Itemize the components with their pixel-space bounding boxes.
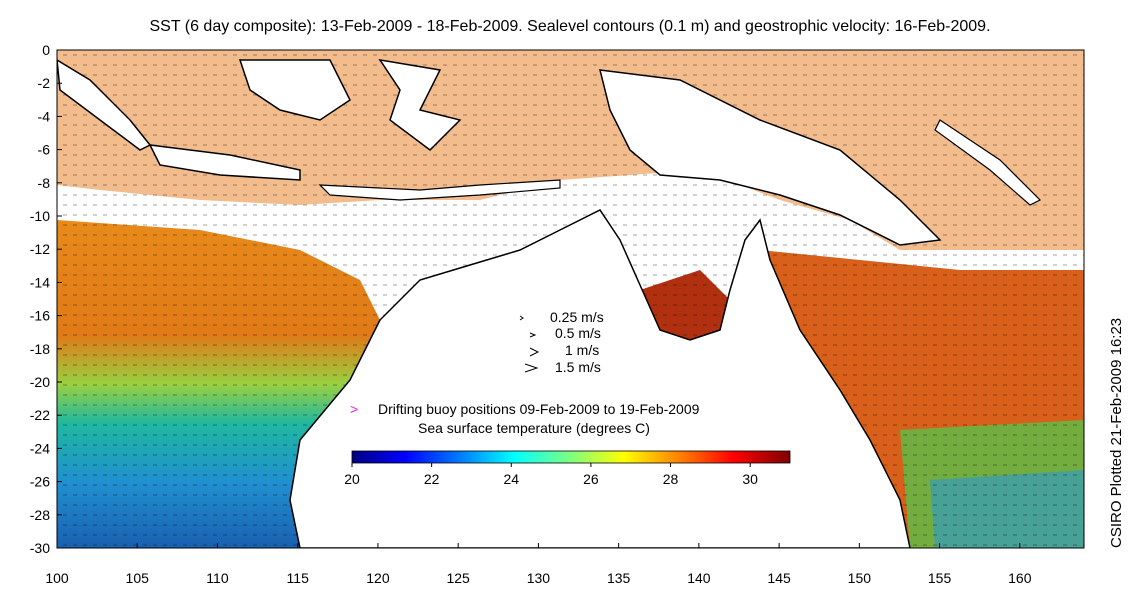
x-tick-label: 150 [848, 570, 872, 586]
velocity-legend-3: 1.5 m/s [555, 359, 601, 375]
colorbar-title: Sea surface temperature (degrees C) [418, 420, 650, 436]
y-tick-label: -10 [30, 208, 50, 224]
buoy-symbol: > [350, 401, 359, 417]
y-axis: 0 -2 -4 -6 -8 -10 -12 -14 -16 -18 -20 -22 -24 -26 -28 -… [30, 42, 62, 556]
x-tick-label: 115 [287, 570, 310, 586]
colorbar-tick-label: 22 [424, 471, 440, 487]
x-tick-label: 110 [206, 570, 229, 586]
y-tick-label: -22 [30, 407, 50, 423]
australia-landmass [289, 209, 911, 548]
colorbar-tick-label: 28 [663, 471, 679, 487]
colorbar-tick-label: 20 [344, 471, 360, 487]
x-tick-label: 135 [607, 570, 631, 586]
solomon-islands [934, 119, 1042, 206]
sulawesi-landmass [378, 58, 462, 151]
buoy-legend-label: Drifting buoy positions 09-Feb-2009 to 1… [378, 401, 700, 417]
velocity-legend-1: 0.5 m/s [555, 325, 601, 341]
y-tick-label: -16 [30, 308, 50, 324]
java-landmass [148, 144, 301, 181]
colorbar-ticks: 20 22 24 26 28 30 [344, 463, 758, 487]
colorbar-tick-label: 26 [583, 471, 599, 487]
y-tick-label: -20 [30, 374, 50, 390]
arrow-0.5 [529, 332, 537, 338]
x-tick-label: 120 [366, 570, 390, 586]
y-tick-label: -26 [30, 474, 50, 490]
x-axis: 100 105 110 115 120 125 130 135 140 145 150 155 160 [45, 543, 1032, 586]
y-tick-label: -6 [38, 142, 51, 158]
y-tick-label: -4 [38, 108, 51, 124]
new-guinea-landmass [599, 69, 942, 246]
y-tick-label: -24 [30, 440, 50, 456]
colorbar-tick-label: 30 [742, 471, 758, 487]
velocity-legend-2: 1 m/s [565, 342, 600, 358]
x-tick-label: 155 [928, 570, 952, 586]
map-frame [56, 49, 1085, 549]
y-tick-label: -12 [30, 241, 50, 257]
map-title: SST (6 day composite): 13-Feb-2009 - 18-… [149, 18, 991, 35]
x-tick-label: 100 [45, 570, 69, 586]
sumatra-landmass [57, 59, 152, 151]
y-tick-label: -30 [30, 540, 50, 556]
lesser-sunda-islands [318, 179, 561, 201]
x-tick-label: 140 [687, 570, 711, 586]
x-tick-label: 105 [126, 570, 150, 586]
velocity-legend-arrows [519, 315, 540, 373]
arrow-1.5 [524, 363, 539, 373]
y-tick-label: -18 [30, 341, 50, 357]
y-tick-label: -14 [30, 274, 50, 290]
x-tick-label: 160 [1008, 570, 1032, 586]
y-tick-label: -8 [38, 175, 51, 191]
x-tick-label: 130 [527, 570, 551, 586]
x-tick-label: 145 [767, 570, 791, 586]
map-area [57, 50, 1084, 548]
y-tick-label: -28 [30, 507, 50, 523]
arrow-1 [529, 347, 540, 357]
velocity-legend-0: 0.25 m/s [550, 309, 604, 325]
y-tick-label: -2 [38, 75, 51, 91]
y-tick-label: 0 [42, 42, 50, 58]
plot-credit: CSIRO Plotted 21-Feb-2009 16:23 [1108, 317, 1125, 548]
colorbar [351, 450, 791, 464]
x-tick-label: 125 [446, 570, 470, 586]
colorbar-tick-label: 24 [503, 471, 519, 487]
borneo-landmass [238, 59, 351, 121]
arrow-0.25 [519, 315, 524, 321]
